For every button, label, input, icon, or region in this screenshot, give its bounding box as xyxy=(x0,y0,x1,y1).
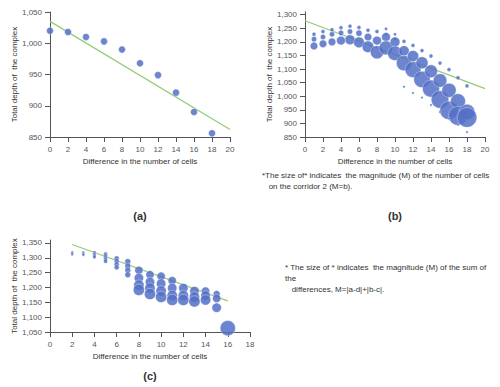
svg-text:1,050: 1,050 xyxy=(22,328,43,337)
svg-text:950: 950 xyxy=(29,70,43,79)
svg-text:8: 8 xyxy=(375,145,380,154)
svg-text:1,200: 1,200 xyxy=(22,283,43,292)
svg-text:on the corridor 2 (M=b).: on the corridor 2 (M=b). xyxy=(262,182,352,191)
svg-text:8: 8 xyxy=(120,145,125,154)
svg-text:1,100: 1,100 xyxy=(22,313,43,322)
svg-text:14: 14 xyxy=(427,145,436,154)
svg-text:12: 12 xyxy=(154,145,163,154)
svg-text:1,100: 1,100 xyxy=(277,65,298,74)
svg-text:1,150: 1,150 xyxy=(277,51,298,60)
svg-text:1,050: 1,050 xyxy=(277,78,298,87)
svg-text:4: 4 xyxy=(339,145,344,154)
svg-text:12: 12 xyxy=(409,145,418,154)
svg-text:1,300: 1,300 xyxy=(22,253,43,262)
svg-text:14: 14 xyxy=(201,340,210,349)
svg-text:(b): (b) xyxy=(388,210,402,222)
svg-text:1,000: 1,000 xyxy=(277,92,298,101)
svg-text:1,200: 1,200 xyxy=(277,37,298,46)
svg-text:differences, M=|a-d|+|b-c|.: differences, M=|a-d|+|b-c|. xyxy=(285,285,384,294)
svg-text:850: 850 xyxy=(29,133,43,142)
svg-text:2: 2 xyxy=(321,145,326,154)
svg-text:(c): (c) xyxy=(143,370,157,382)
svg-text:10: 10 xyxy=(157,340,166,349)
svg-text:1,000: 1,000 xyxy=(22,39,43,48)
svg-text:16: 16 xyxy=(223,340,232,349)
svg-text:18: 18 xyxy=(463,145,472,154)
svg-text:900: 900 xyxy=(29,101,43,110)
svg-text:Total depth of the complex: Total depth of the complex xyxy=(10,27,19,123)
svg-text:2: 2 xyxy=(66,145,71,154)
svg-text:Total depth of the complex: Total depth of the complex xyxy=(265,27,274,123)
svg-text:Difference in the number of ce: Difference in the number of cells xyxy=(338,157,453,166)
svg-text:18: 18 xyxy=(208,145,217,154)
svg-text:6: 6 xyxy=(357,145,362,154)
svg-text:4: 4 xyxy=(92,340,97,349)
svg-text:0: 0 xyxy=(48,145,53,154)
svg-text:18: 18 xyxy=(246,340,255,349)
svg-text:1,250: 1,250 xyxy=(22,268,43,277)
svg-text:1,300: 1,300 xyxy=(277,10,298,19)
svg-text:16: 16 xyxy=(445,145,454,154)
svg-text:900: 900 xyxy=(284,119,298,128)
svg-text:1,150: 1,150 xyxy=(22,298,43,307)
svg-text:*The size of* indicates the m: *The size of* indicates the magnitude (M… xyxy=(262,171,489,180)
svg-text:10: 10 xyxy=(391,145,400,154)
svg-text:20: 20 xyxy=(226,145,235,154)
svg-text:0: 0 xyxy=(48,340,53,349)
svg-text:1,250: 1,250 xyxy=(277,24,298,33)
svg-text:1,350: 1,350 xyxy=(22,238,43,247)
svg-text:the: the xyxy=(285,274,297,283)
svg-text:2: 2 xyxy=(70,340,75,349)
svg-text:1,050: 1,050 xyxy=(22,8,43,17)
svg-text:6: 6 xyxy=(114,340,119,349)
svg-text:* The size of * indicates the: * The size of * indicates the magnitude … xyxy=(285,263,489,272)
svg-text:14: 14 xyxy=(172,145,181,154)
svg-text:(a): (a) xyxy=(133,210,147,222)
svg-text:16: 16 xyxy=(190,145,199,154)
svg-text:4: 4 xyxy=(84,145,89,154)
svg-text:950: 950 xyxy=(284,105,298,114)
svg-text:Difference in the number of ce: Difference in the number of cells xyxy=(93,352,208,361)
svg-text:20: 20 xyxy=(481,145,490,154)
svg-text:6: 6 xyxy=(102,145,107,154)
svg-text:8: 8 xyxy=(137,340,142,349)
svg-text:Total depth of the complex: Total depth of the complex xyxy=(10,238,19,334)
svg-text:Difference in the number of ce: Difference in the number of cells xyxy=(83,157,198,166)
svg-text:12: 12 xyxy=(179,340,188,349)
svg-text:850: 850 xyxy=(284,133,298,142)
svg-text:10: 10 xyxy=(136,145,145,154)
svg-text:0: 0 xyxy=(303,145,308,154)
